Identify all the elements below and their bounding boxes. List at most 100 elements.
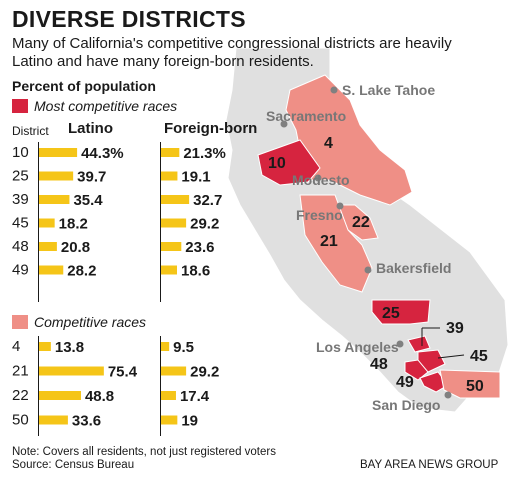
city-dot-los-angeles — [396, 340, 404, 348]
divider-latino-top — [38, 142, 39, 302]
city-label-s-lake-tahoe: S. Lake Tahoe — [342, 82, 435, 98]
divider-latino-bottom — [38, 336, 39, 436]
divider-foreign-bottom — [160, 336, 161, 436]
note-text: Note: Covers all residents, not just reg… — [12, 446, 276, 458]
bar-foreign-born-50 — [161, 415, 178, 425]
district-category-label: 48 — [12, 238, 29, 255]
page-title: DIVERSE DISTRICTS — [12, 6, 246, 32]
divider-foreign-top — [160, 142, 161, 302]
bar-foreign-born-48 — [161, 242, 182, 251]
city-dot-fresno — [336, 202, 344, 210]
bar-latino-48 — [39, 242, 57, 251]
bar-latino-39 — [39, 195, 70, 204]
bar-latino-10 — [39, 148, 78, 157]
bar-value-label: 9.5 — [173, 339, 194, 356]
bar-latino-45 — [39, 218, 55, 228]
bar-value-label: 13.8 — [55, 339, 84, 356]
bar-value-label: 18.6 — [181, 263, 210, 280]
bar-foreign-born-10 — [161, 148, 180, 157]
bar-value-label: 28.2 — [67, 263, 96, 280]
bar-latino-21 — [39, 366, 104, 376]
district-category-label: 4 — [12, 338, 20, 355]
bar-latino-4 — [39, 342, 51, 351]
district-category-label: 21 — [12, 363, 29, 380]
footnote: Note: Covers all residents, not just reg… — [12, 446, 276, 472]
legend-swatch-competitive — [12, 315, 28, 329]
percent-label: Percent of population — [12, 78, 156, 94]
city-dot-modesto — [314, 174, 322, 182]
bar-latino-25 — [39, 171, 74, 181]
city-label-los-angeles: Los Angeles — [316, 339, 399, 355]
city-dot-bakersfield — [364, 266, 372, 274]
legend-most-competitive-label: Most competitive races — [34, 98, 178, 114]
bar-foreign-born-49 — [161, 265, 177, 275]
district-label-25: 25 — [382, 305, 400, 322]
district-category-label: 10 — [12, 144, 29, 161]
bar-foreign-born-45 — [161, 218, 187, 228]
column-header-latino: Latino — [68, 120, 113, 137]
city-label-san-diego: San Diego — [372, 397, 440, 413]
district-48-shape — [404, 359, 429, 381]
district-label-48: 48 — [370, 356, 388, 373]
bar-value-label: 21.3% — [183, 145, 226, 162]
bar-foreign-born-21 — [161, 366, 187, 376]
bar-value-label: 33.6 — [72, 413, 101, 430]
column-header-foreign-born: Foreign-born — [164, 120, 258, 137]
bar-foreign-born-25 — [161, 171, 178, 181]
district-label-21: 21 — [320, 233, 338, 250]
legend-most-competitive: Most competitive races — [12, 98, 177, 114]
bar-value-label: 29.2 — [190, 216, 219, 233]
bar-value-label: 20.8 — [61, 239, 90, 256]
city-dot-sacramento — [280, 120, 288, 128]
bar-value-label: 44.3% — [81, 145, 124, 162]
bar-foreign-born-22 — [161, 391, 176, 400]
city-label-bakersfield: Bakersfield — [376, 260, 451, 276]
city-label-fresno: Fresno — [296, 207, 343, 223]
district-39-shape — [407, 335, 431, 353]
bar-latino-50 — [39, 415, 68, 425]
legend-swatch-most-competitive — [12, 99, 28, 113]
legend-competitive: Competitive races — [12, 314, 146, 330]
district-category-label: 45 — [12, 215, 29, 232]
district-label-39: 39 — [446, 320, 464, 337]
bar-foreign-born-4 — [161, 342, 170, 351]
bar-value-label: 18.2 — [59, 216, 88, 233]
district-45-pointer — [437, 354, 465, 359]
district-category-label: 25 — [12, 168, 29, 185]
district-4-shape — [285, 74, 413, 206]
legend-competitive-label: Competitive races — [34, 314, 147, 330]
bar-value-label: 39.7 — [77, 169, 106, 186]
credit-text: BAY AREA NEWS GROUP — [360, 459, 499, 471]
city-dot-san-diego — [444, 391, 452, 399]
bar-value-label: 19 — [181, 413, 198, 430]
district-category-label: 22 — [12, 387, 29, 404]
bar-foreign-born-39 — [161, 195, 190, 204]
bar-value-label: 29.2 — [190, 364, 219, 381]
bar-value-label: 48.8 — [85, 388, 114, 405]
bar-value-label: 75.4 — [108, 364, 138, 381]
bar-value-label: 32.7 — [193, 192, 222, 209]
city-dot-s-lake-tahoe — [330, 86, 338, 94]
district-label-50: 50 — [466, 378, 484, 395]
district-label-22: 22 — [352, 214, 370, 231]
source-text: Source: Census Bureau — [12, 459, 135, 471]
district-10-shape — [257, 139, 321, 186]
bar-value-label: 35.4 — [73, 192, 103, 209]
district-label-10: 10 — [268, 155, 286, 172]
district-label-45: 45 — [470, 348, 488, 365]
city-label-sacramento: Sacramento — [266, 108, 346, 124]
district-label-4: 4 — [324, 135, 333, 152]
bar-latino-22 — [39, 391, 81, 400]
district-category-label: 50 — [12, 412, 29, 429]
bar-value-label: 19.1 — [181, 169, 210, 186]
city-label-modesto: Modesto — [292, 172, 350, 188]
district-label-49: 49 — [396, 374, 414, 391]
district-21-shape — [299, 194, 373, 293]
bar-value-label: 23.6 — [185, 239, 214, 256]
bar-latino-49 — [39, 265, 64, 275]
bar-value-label: 17.4 — [180, 388, 210, 405]
district-50-shape — [439, 369, 501, 399]
district-25-shape — [371, 299, 431, 325]
